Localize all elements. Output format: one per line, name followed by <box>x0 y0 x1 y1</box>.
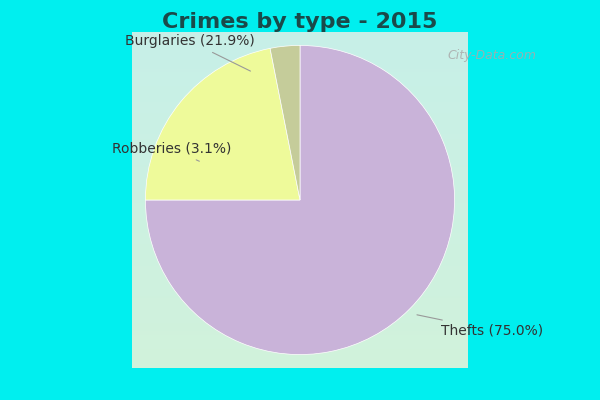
Text: Crimes by type - 2015: Crimes by type - 2015 <box>163 12 437 32</box>
Wedge shape <box>145 46 455 354</box>
Text: Robberies (3.1%): Robberies (3.1%) <box>112 142 231 161</box>
Text: Burglaries (21.9%): Burglaries (21.9%) <box>125 34 255 71</box>
Wedge shape <box>145 48 300 200</box>
Text: City-Data.com: City-Data.com <box>448 50 536 62</box>
Wedge shape <box>270 46 300 200</box>
Text: Thefts (75.0%): Thefts (75.0%) <box>417 315 543 338</box>
